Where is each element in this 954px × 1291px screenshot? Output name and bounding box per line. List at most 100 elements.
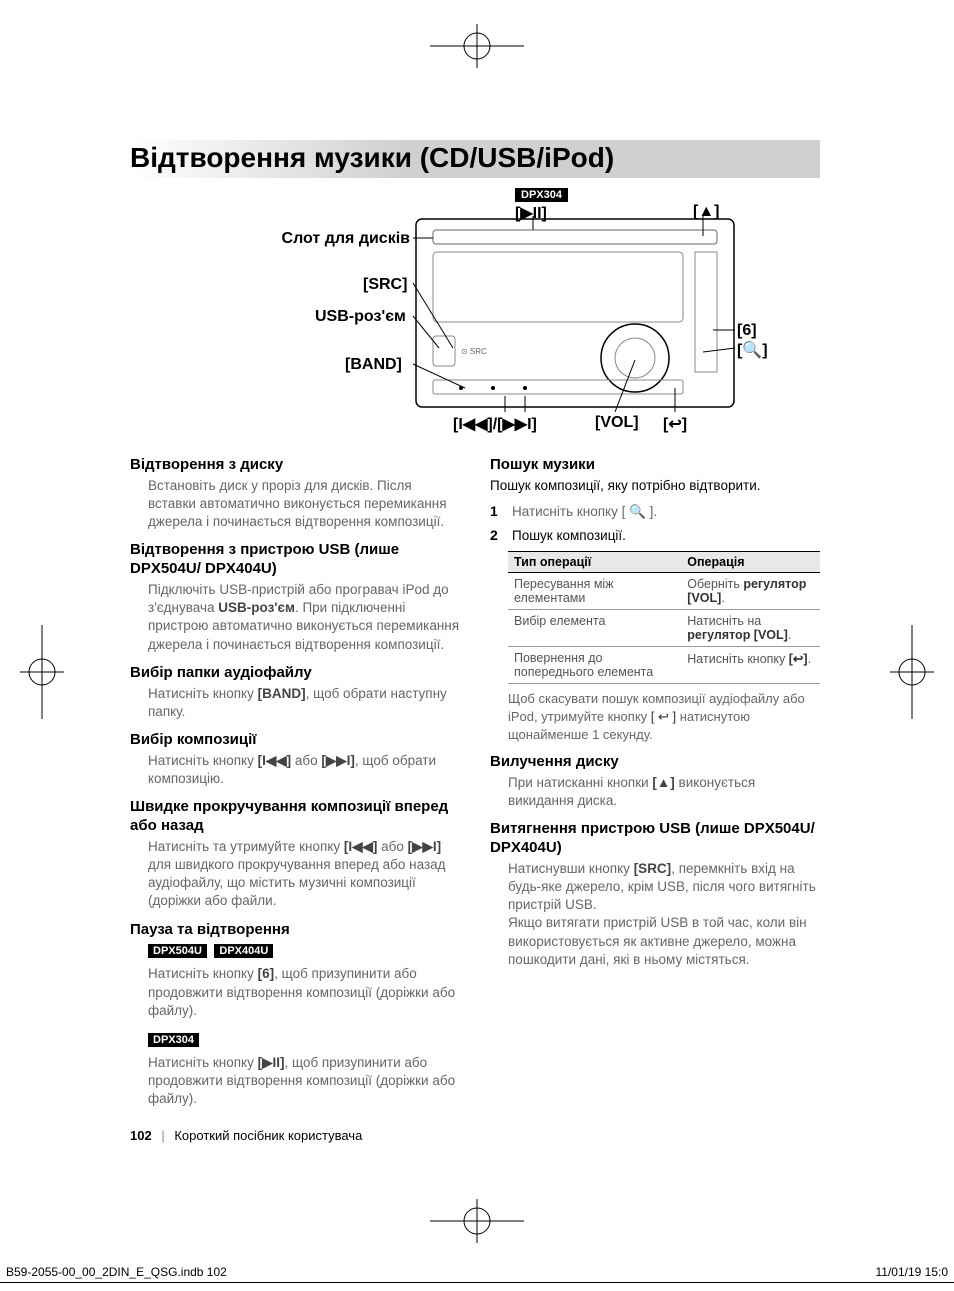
crop-mark-right: [890, 625, 934, 719]
text: .: [788, 628, 791, 642]
text: або: [291, 753, 321, 768]
model-tag-dpx504u: DPX504U: [148, 944, 207, 958]
operations-table: Тип операції Операція Пересування між ел…: [508, 551, 820, 684]
cell: Натисніть кнопку [↩].: [681, 647, 820, 684]
text-strong: [I◀◀]: [258, 753, 292, 768]
footer-label: Короткий посібник користувача: [174, 1128, 362, 1143]
body-pause-play-2: Натисніть кнопку [▶II], щоб призупинити …: [148, 1054, 460, 1109]
intro-music-search: Пошук композиції, яку потрібно відтворит…: [490, 477, 820, 495]
body-eject-disc: При натисканні кнопки [▲] виконується ви…: [508, 774, 820, 810]
model-badge-dpx304: DPX304: [515, 188, 568, 202]
text-strong: [I◀◀]: [344, 839, 378, 854]
text-strong: [SRC]: [634, 861, 672, 876]
text-strong: [↩]: [789, 652, 808, 666]
text: Натисніть кнопку: [148, 1055, 258, 1070]
text: Натисніть кнопку: [687, 652, 788, 666]
table-row: Пересування між елементами Оберніть регу…: [508, 573, 820, 610]
head-fast-scroll: Швидке прокручування композиції вперед а…: [130, 798, 460, 836]
text-strong: [▶▶I]: [321, 753, 355, 768]
footer-separator: |: [161, 1128, 164, 1143]
crop-mark-left: [20, 625, 64, 719]
model-tag-dpx404u: DPX404U: [214, 944, 273, 958]
body-pause-play-1: Натисніть кнопку [6], щоб призупинити аб…: [148, 965, 460, 1020]
cell: Вибір елемента: [508, 610, 681, 647]
text-strong: регулятор [VOL]: [687, 628, 788, 642]
callout-prev-next: [I◀◀]/[▶▶I]: [453, 414, 537, 434]
text: для швидкого прокручування вперед або на…: [148, 857, 446, 908]
table-header-row: Тип операції Операція: [508, 552, 820, 573]
text: Оберніть: [687, 577, 743, 591]
text: Натисніть та утримуйте кнопку: [148, 839, 344, 854]
content-columns: Відтворення з диску Встановіть диск у пр…: [130, 456, 820, 1119]
cell: Пересування між елементами: [508, 573, 681, 610]
text-strong: [ ↩ ]: [651, 709, 676, 724]
text: Натисніть на: [687, 614, 761, 628]
step-2-number: 2: [490, 527, 504, 543]
text: Натисніть кнопку: [148, 753, 258, 768]
text: При натисканні кнопки: [508, 775, 652, 790]
step-2: 2 Пошук композиції.: [490, 527, 820, 545]
body-folder-select: Натисніть кнопку [BAND], щоб обрати наст…: [148, 685, 460, 721]
device-diagram: DPX304 ⊙ SRC Слот для дисків [SRC] USB-р…: [215, 188, 735, 438]
callout-src: [SRC]: [363, 276, 407, 294]
head-unit-illustration: ⊙ SRC: [415, 218, 735, 408]
callout-usb: USB-роз'єм: [315, 308, 406, 326]
page-footer: 102 | Короткий посібник користувача: [130, 1128, 362, 1143]
table-row: Вибір елемента Натисніть на регулятор [V…: [508, 610, 820, 647]
head-remove-usb: Витягнення пристрою USB (лише DPX504U/ D…: [490, 820, 820, 858]
head-eject-disc: Вилучення диску: [490, 753, 820, 772]
callout-vol: [VOL]: [595, 414, 639, 432]
model-tag-dpx304: DPX304: [148, 1033, 199, 1047]
model-tags-row-1: DPX504U DPX404U: [148, 941, 460, 961]
indesign-filename: B59-2055-00_00_2DIN_E_QSG.indb 102: [6, 1265, 227, 1279]
body-disc-playback: Встановіть диск у проріз для дисків. Піс…: [148, 477, 460, 532]
text-strong: [BAND]: [258, 686, 306, 701]
text-strong: [▲]: [652, 775, 674, 790]
page-content: Відтворення музики (CD/USB/iPod) DPX304 …: [130, 140, 820, 1119]
th-operation: Операція: [681, 552, 820, 573]
crop-mark-top: [430, 24, 524, 68]
text: .: [808, 652, 811, 666]
text: або: [377, 839, 407, 854]
step-1: 1 Натисніть кнопку [ 🔍 ].: [490, 503, 820, 521]
body-remove-usb: Натиснувши кнопку [SRC], перемкніть вхід…: [508, 860, 820, 969]
head-pause-play: Пауза та відтворення: [130, 921, 460, 940]
section-title: Відтворення музики (CD/USB/iPod): [130, 142, 614, 173]
text: .: [721, 591, 724, 605]
left-column: Відтворення з диску Встановіть диск у пр…: [130, 456, 460, 1119]
head-music-search: Пошук музики: [490, 456, 820, 475]
indesign-rule: [0, 1282, 954, 1283]
section-title-bar: Відтворення музики (CD/USB/iPod): [130, 140, 820, 178]
text: Натисніть кнопку: [148, 686, 258, 701]
text-strong: USB-роз'єм: [218, 600, 295, 615]
head-folder-select: Вибір папки аудіофайлу: [130, 664, 460, 683]
right-column: Пошук музики Пошук композиції, яку потрі…: [490, 456, 820, 1119]
body-track-select: Натисніть кнопку [I◀◀] або [▶▶I], щоб об…: [148, 752, 460, 788]
step-2-text: Пошук композиції.: [512, 527, 626, 545]
page-number: 102: [130, 1128, 152, 1143]
indesign-timestamp: 11/01/19 15:0: [875, 1265, 948, 1279]
svg-text:⊙ SRC: ⊙ SRC: [461, 347, 487, 356]
table-row: Повернення до попереднього елемента Нати…: [508, 647, 820, 684]
text: Натиснувши кнопку: [508, 861, 634, 876]
cell: Оберніть регулятор [VOL].: [681, 573, 820, 610]
step-1-text: Натисніть кнопку [ 🔍 ].: [512, 503, 657, 521]
search-cancel-note: Щоб скасувати пошук композиції аудіофайл…: [508, 690, 820, 743]
callout-band: [BAND]: [345, 356, 402, 374]
callout-disc-slot: Слот для дисків: [275, 230, 410, 248]
cell: Натисніть на регулятор [VOL].: [681, 610, 820, 647]
callout-search: [🔍]: [737, 340, 768, 360]
th-operation-type: Тип операції: [508, 552, 681, 573]
head-usb-playback: Відтворення з пристрою USB (лише DPX504U…: [130, 541, 460, 579]
cell: Повернення до попереднього елемента: [508, 647, 681, 684]
head-track-select: Вибір композиції: [130, 731, 460, 750]
callout-six: [6]: [737, 322, 757, 340]
text-strong: [▶▶I]: [408, 839, 442, 854]
body-usb-playback: Підключіть USB-пристрій або програвач iP…: [148, 581, 460, 654]
text: Натисніть кнопку: [148, 966, 258, 981]
callout-return: [↩]: [663, 414, 687, 434]
callout-eject: [▲]: [693, 203, 720, 221]
step-1-number: 1: [490, 503, 504, 519]
callout-play-pause: [▶II]: [515, 203, 547, 223]
text: Якщо витягати пристрій USB в той час, ко…: [508, 915, 807, 966]
